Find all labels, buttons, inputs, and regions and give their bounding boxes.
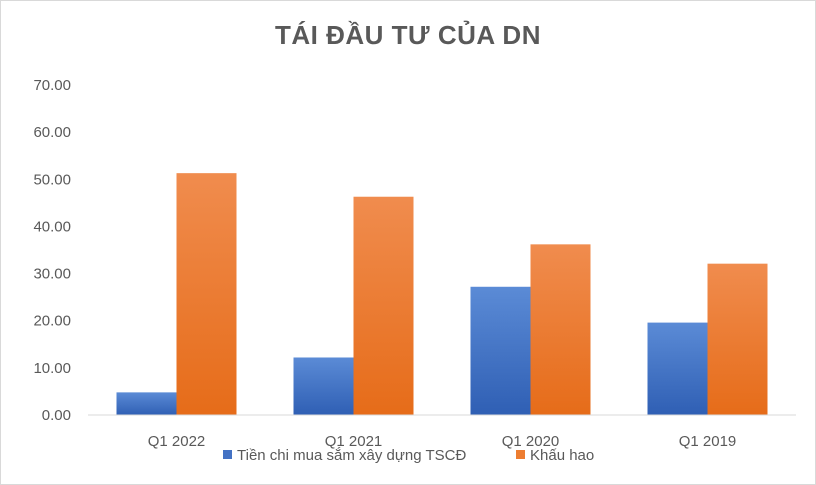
bar-depreciation-q1-2021 — [353, 196, 414, 415]
chart-title: TÁI ĐẦU TƯ CỦA DN — [275, 20, 541, 50]
legend-label: Khấu hao — [530, 447, 594, 464]
bar-depreciation-q1-2019 — [707, 263, 768, 415]
y-tick-label: 50.00 — [33, 171, 71, 188]
x-tick-label: Q1 2021 — [325, 433, 383, 450]
y-tick-label: 70.00 — [33, 77, 71, 94]
bar-capex-q1-2021 — [293, 357, 354, 415]
bar-capex-q1-2019 — [647, 322, 708, 415]
legend-swatch — [223, 450, 232, 459]
y-tick-label: 30.00 — [33, 266, 71, 283]
legend-swatch — [516, 450, 525, 459]
x-tick-label: Q1 2022 — [148, 433, 206, 450]
y-tick-label: 40.00 — [33, 218, 71, 235]
y-tick-label: 60.00 — [33, 124, 71, 141]
legend-label: Tiền chi mua sắm xây dựng TSCĐ — [237, 447, 466, 464]
bar-depreciation-q1-2022 — [176, 173, 237, 415]
y-tick-label: 0.00 — [42, 407, 71, 424]
bar-capex-q1-2022 — [116, 392, 177, 415]
y-tick-label: 10.00 — [33, 360, 71, 377]
bar-depreciation-q1-2020 — [530, 244, 591, 415]
bar-capex-q1-2020 — [470, 286, 531, 415]
y-tick-label: 20.00 — [33, 313, 71, 330]
x-tick-label: Q1 2020 — [502, 433, 560, 450]
x-tick-label: Q1 2019 — [679, 433, 737, 450]
